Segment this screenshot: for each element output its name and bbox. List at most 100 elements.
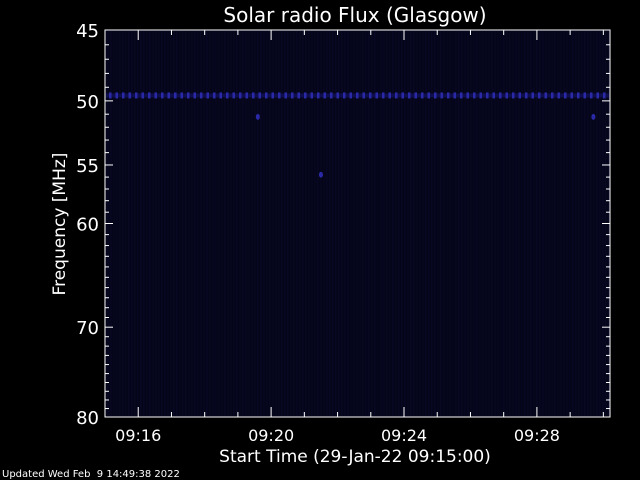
signal-spot <box>591 113 596 120</box>
signal-band-dot <box>187 92 190 99</box>
signal-band-dot <box>323 92 326 99</box>
noise-column <box>320 31 322 416</box>
noise-column <box>173 31 175 416</box>
signal-band-dot <box>570 92 573 99</box>
noise-column <box>314 31 316 416</box>
y-tick-label: 45 <box>76 21 99 42</box>
noise-column <box>251 31 253 416</box>
signal-band-dot <box>271 92 274 99</box>
noise-column <box>254 31 256 416</box>
noise-column <box>170 31 172 416</box>
noise-column <box>260 31 262 416</box>
noise-column <box>293 31 295 416</box>
noise-column <box>134 31 136 416</box>
noise-column <box>539 31 541 416</box>
noise-column <box>167 31 169 416</box>
noise-column <box>197 31 199 416</box>
noise-column <box>548 31 550 416</box>
noise-column <box>533 31 535 416</box>
signal-band-dot <box>557 92 560 99</box>
noise-column <box>263 31 265 416</box>
noise-column <box>458 31 460 416</box>
noise-column <box>536 31 538 416</box>
noise-column <box>329 31 331 416</box>
signal-band-dot <box>492 92 495 99</box>
noise-column <box>521 31 523 416</box>
noise-column <box>344 31 346 416</box>
noise-column <box>377 31 379 416</box>
y-tick-label: 80 <box>76 408 99 429</box>
x-tick-label: 09:16 <box>115 426 161 445</box>
noise-column <box>584 31 586 416</box>
noise-column <box>386 31 388 416</box>
noise-column <box>446 31 448 416</box>
noise-column <box>308 31 310 416</box>
noise-column <box>239 31 241 416</box>
y-tick-label: 50 <box>76 92 99 113</box>
updated-timestamp: Updated Wed Feb 9 14:49:38 2022 <box>2 469 180 480</box>
signal-band-dot <box>206 92 209 99</box>
noise-column <box>581 31 583 416</box>
noise-column <box>491 31 493 416</box>
noise-column <box>380 31 382 416</box>
noise-column <box>269 31 271 416</box>
noise-column <box>512 31 514 416</box>
signal-band-dot <box>304 92 307 99</box>
signal-band-dot <box>154 92 157 99</box>
noise-column <box>227 31 229 416</box>
noise-column <box>311 31 313 416</box>
noise-column <box>128 31 130 416</box>
noise-column <box>113 31 115 416</box>
noise-column <box>359 31 361 416</box>
x-tick-label: 09:24 <box>381 426 427 445</box>
noise-column <box>248 31 250 416</box>
signal-band-dot <box>239 92 242 99</box>
signal-band-dot <box>369 92 372 99</box>
noise-column <box>482 31 484 416</box>
signal-band-dot <box>427 92 430 99</box>
noise-column <box>425 31 427 416</box>
noise-column <box>398 31 400 416</box>
noise-column <box>272 31 274 416</box>
noise-column <box>503 31 505 416</box>
signal-band-dot <box>388 92 391 99</box>
noise-column <box>281 31 283 416</box>
signal-band-dot <box>577 92 580 99</box>
noise-column <box>449 31 451 416</box>
noise-column <box>509 31 511 416</box>
signal-band-dot <box>603 92 606 99</box>
noise-column <box>131 31 133 416</box>
noise-column <box>392 31 394 416</box>
signal-band-dot <box>466 92 469 99</box>
noise-column <box>470 31 472 416</box>
signal-band-dot <box>395 92 398 99</box>
noise-column <box>206 31 208 416</box>
noise-column <box>278 31 280 416</box>
noise-column <box>578 31 580 416</box>
noise-column <box>305 31 307 416</box>
noise-column <box>569 31 571 416</box>
noise-column <box>431 31 433 416</box>
x-tick-label: 09:20 <box>248 426 294 445</box>
signal-band-dot <box>499 92 502 99</box>
signal-band-dot <box>596 92 599 99</box>
noise-column <box>362 31 364 416</box>
noise-column <box>353 31 355 416</box>
noise-column <box>215 31 217 416</box>
noise-column <box>476 31 478 416</box>
noise-column <box>434 31 436 416</box>
signal-band-dot <box>434 92 437 99</box>
signal-band-dot <box>265 92 268 99</box>
signal-band-dot <box>109 92 112 99</box>
noise-column <box>572 31 574 416</box>
signal-band-dot <box>531 92 534 99</box>
noise-column <box>275 31 277 416</box>
noise-column <box>485 31 487 416</box>
noise-column <box>230 31 232 416</box>
noise-column <box>236 31 238 416</box>
noise-column <box>317 31 319 416</box>
noise-column <box>323 31 325 416</box>
noise-column <box>461 31 463 416</box>
signal-band-dot <box>505 92 508 99</box>
